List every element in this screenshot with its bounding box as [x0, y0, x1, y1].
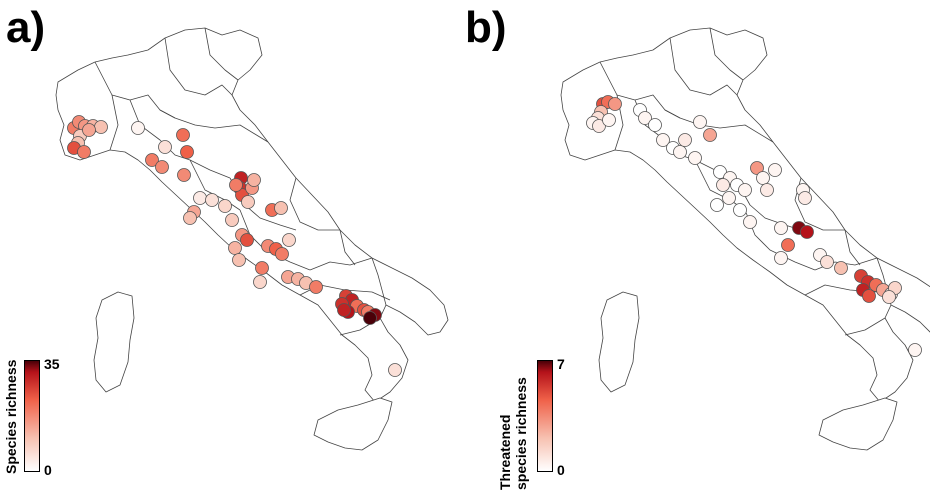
site-marker — [205, 193, 219, 207]
site-marker — [602, 113, 616, 127]
legend-title: Species richness — [3, 360, 19, 474]
legend-min: 0 — [557, 462, 565, 478]
site-marker — [774, 221, 788, 235]
site-marker — [155, 160, 169, 174]
site-marker — [183, 211, 197, 225]
site-marker — [774, 251, 788, 265]
site-marker — [733, 203, 747, 217]
region-border — [339, 229, 356, 266]
legend-title-line: species richness — [513, 377, 529, 490]
site-marker — [176, 128, 190, 142]
site-marker — [716, 178, 730, 192]
site-marker — [862, 289, 876, 303]
site-marker — [94, 120, 108, 134]
site-marker — [678, 133, 692, 147]
sicily-outline — [818, 397, 898, 451]
map-geometry — [560, 27, 930, 451]
italy-map-b — [560, 27, 930, 451]
site-marker — [229, 178, 243, 192]
site-marker — [800, 225, 814, 239]
map-geometry — [55, 27, 449, 451]
site-marker — [608, 97, 622, 111]
site-marker — [282, 233, 296, 247]
site-marker — [688, 151, 702, 165]
site-marker — [82, 123, 96, 137]
site-marker — [743, 215, 757, 229]
region-border — [844, 317, 886, 336]
site-marker — [798, 191, 812, 205]
site-marker — [882, 290, 896, 304]
panel-label: a) — [6, 3, 46, 52]
site-marker — [253, 275, 267, 289]
site-marker — [781, 238, 795, 252]
site-marker — [145, 153, 159, 167]
site-marker — [738, 183, 752, 197]
site-marker — [648, 118, 662, 132]
site-marker — [77, 145, 91, 159]
site-marker — [388, 363, 402, 377]
site-marker — [638, 111, 652, 125]
site-marker — [309, 280, 323, 294]
legend-title-line: Species richness — [3, 359, 19, 474]
site-marker — [275, 247, 289, 261]
legend-title: Threatened species richness — [497, 377, 529, 490]
region-border — [204, 27, 239, 81]
site-marker — [710, 198, 724, 212]
site-marker — [241, 195, 255, 209]
site-marker — [908, 343, 922, 357]
site-marker — [722, 191, 736, 205]
region-border — [664, 109, 774, 143]
colorbar — [24, 360, 40, 472]
region-border — [709, 27, 744, 81]
site-marker — [247, 173, 261, 187]
panel-label: b) — [465, 3, 507, 52]
region-border — [109, 94, 119, 151]
site-marker — [131, 121, 145, 135]
site-marker — [193, 191, 207, 205]
site-marker — [834, 261, 848, 275]
legend-min: 0 — [44, 462, 52, 478]
region-border — [371, 257, 387, 306]
site-marker — [760, 183, 774, 197]
region-border — [844, 229, 861, 266]
site-marker — [768, 163, 782, 177]
region-border — [309, 257, 373, 271]
site-marker — [656, 133, 670, 147]
site-marker — [337, 303, 351, 317]
site-marker — [218, 199, 232, 213]
site-marker — [180, 145, 194, 159]
region-border — [164, 37, 233, 96]
region-border — [159, 109, 269, 143]
sardinia-outline — [93, 291, 135, 393]
site-marker — [225, 213, 239, 227]
site-marker — [756, 171, 770, 185]
site-marker — [240, 233, 254, 247]
site-marker — [177, 168, 191, 182]
site-marker — [274, 201, 288, 215]
panel-a: a) 35 0 Species richness — [3, 3, 449, 478]
legend-title-line: Threatened — [497, 414, 513, 490]
region-border — [289, 177, 340, 231]
italy-map-a — [55, 27, 449, 451]
sicily-outline — [313, 397, 393, 451]
site-marker — [255, 261, 269, 275]
site-marker — [592, 119, 606, 133]
legend-max: 7 — [557, 356, 565, 372]
site-marker — [693, 115, 707, 129]
site-marker — [158, 140, 172, 154]
site-marker — [820, 255, 834, 269]
site-marker — [673, 145, 687, 159]
panel-b: b) 7 0 Threatened species richness — [465, 0, 930, 492]
colorbar — [537, 360, 553, 472]
site-marker — [713, 165, 727, 179]
site-marker — [703, 128, 717, 142]
site-marker — [750, 161, 764, 175]
region-border — [669, 37, 738, 96]
site-marker — [363, 311, 377, 325]
legend-max: 35 — [44, 356, 60, 372]
site-marker — [232, 253, 246, 267]
sardinia-outline — [598, 291, 640, 393]
site-marker — [228, 241, 242, 255]
